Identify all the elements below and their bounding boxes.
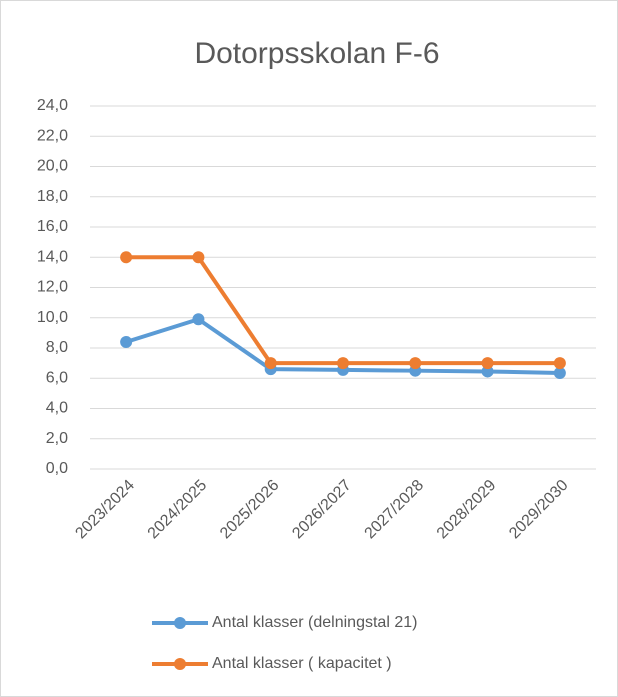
data-point [553,357,566,370]
y-tick-label: 24,0 [37,97,68,114]
y-tick-label: 4,0 [46,400,68,417]
y-tick-label: 12,0 [37,279,68,296]
data-point [337,357,349,370]
data-point [409,357,422,370]
y-tick-label: 8,0 [46,339,68,356]
data-point [120,251,133,264]
y-tick-label: 20,0 [37,158,68,175]
y-tick-label: 6,0 [46,369,68,386]
data-point [481,357,494,370]
data-point [264,357,277,370]
y-tick-label: 18,0 [37,188,68,205]
data-point [553,366,566,379]
y-tick-label: 22,0 [37,127,68,144]
y-tick-label: 14,0 [37,248,68,265]
chart-title: Dotorpsskolan F-6 [194,37,439,70]
legend-label: Antal klasser ( kapacitet ) [212,655,392,672]
y-tick-label: 0,0 [46,460,68,477]
y-tick-label: 2,0 [46,430,68,447]
data-point [192,251,205,264]
data-point [481,365,494,378]
y-tick-label: 10,0 [37,309,68,326]
legend-label: Antal klasser (delningstal 21) [212,614,417,631]
data-point [192,313,205,326]
data-point [120,335,133,348]
legend-marker [174,658,186,670]
y-tick-label: 16,0 [37,218,68,235]
legend-marker [174,617,186,629]
